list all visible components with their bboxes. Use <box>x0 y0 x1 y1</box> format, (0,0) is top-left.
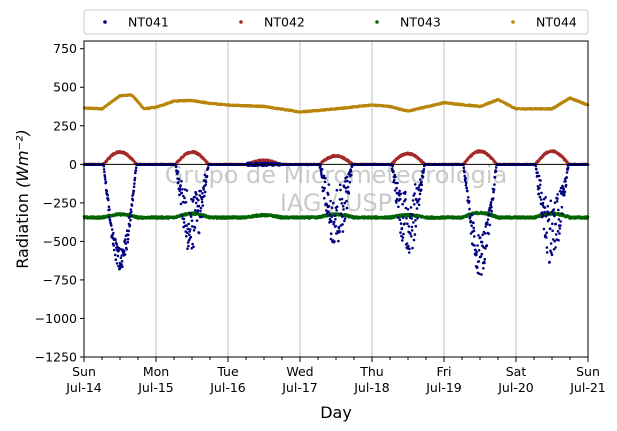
series-nt044 <box>82 93 590 114</box>
x-grid <box>155 41 517 357</box>
